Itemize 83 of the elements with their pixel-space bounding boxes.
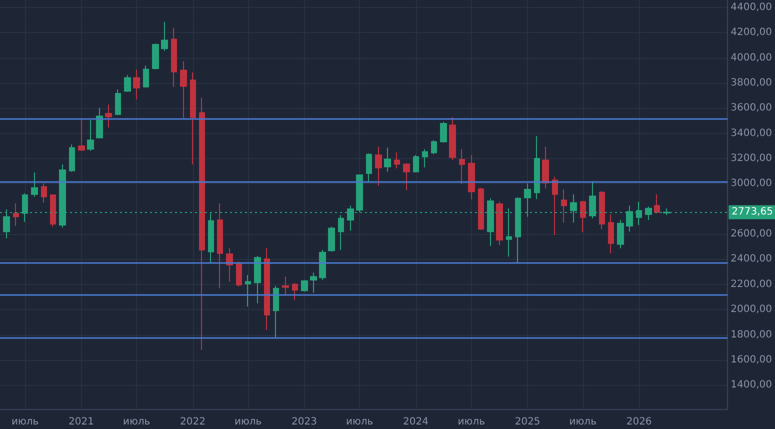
- y-tick-label: 2000,00: [730, 304, 772, 316]
- candlestick: [431, 140, 437, 155]
- candlestick: [87, 120, 94, 152]
- candlestick: [217, 202, 223, 289]
- candlestick: [552, 176, 558, 236]
- candlestick: [478, 187, 484, 231]
- candlestick: [449, 116, 456, 161]
- y-tick-label: 3200,00: [730, 153, 772, 164]
- ref-line-label: 2773,65: [732, 206, 774, 218]
- candlestick: [31, 172, 38, 198]
- candlestick: [310, 272, 317, 294]
- x-tick-label: 2023: [292, 416, 317, 428]
- candlestick: [580, 200, 586, 233]
- candlestick: [319, 249, 326, 281]
- y-tick-label: 4000,00: [730, 52, 772, 64]
- y-tick-label: 1600,00: [730, 354, 772, 366]
- candlestick: [292, 282, 298, 300]
- candlestick: [96, 107, 103, 139]
- candlestick: [245, 274, 251, 308]
- x-tick-label: 2026: [626, 416, 652, 428]
- candlestick: [264, 248, 270, 330]
- candlestick: [171, 27, 177, 88]
- candlestick: [282, 276, 289, 296]
- candlestick: [366, 152, 372, 182]
- candlestick: [133, 68, 140, 100]
- candlestick: [496, 201, 503, 246]
- candlestick: [608, 214, 614, 254]
- x-tick-label: июль: [346, 416, 374, 428]
- candlestick: [190, 72, 196, 165]
- y-tick-label: 3600,00: [730, 102, 772, 114]
- y-tick-label: 4200,00: [730, 27, 772, 38]
- candlestick: [152, 43, 159, 70]
- y-tick-label: 2600,00: [730, 228, 772, 240]
- y-tick-label: 3000,00: [730, 178, 772, 190]
- candlestick: [50, 194, 56, 228]
- candlestick: [468, 154, 475, 200]
- candlestick: [654, 194, 660, 214]
- candlestick: [375, 146, 382, 186]
- candlestick: [301, 280, 308, 292]
- candlestick: [41, 182, 47, 204]
- candlestick: [542, 146, 549, 189]
- x-tick-label: июль: [122, 416, 150, 428]
- x-tick-label: 2024: [403, 416, 428, 428]
- candlestick: [599, 190, 605, 230]
- y-tick-label: 2400,00: [730, 254, 772, 265]
- candlestick: [254, 255, 261, 304]
- y-tick-label: 3400,00: [730, 128, 772, 139]
- x-tick-label: 2021: [68, 416, 94, 428]
- candlestick: [617, 219, 624, 249]
- candlestick: [199, 97, 205, 350]
- y-tick-label: 1400,00: [730, 380, 772, 391]
- candlestick: [69, 144, 75, 172]
- y-tick-label: 4400,00: [730, 2, 772, 14]
- candlestick: [384, 147, 391, 172]
- candlestick: [78, 118, 85, 152]
- candlestick: [440, 121, 447, 143]
- candlestick: [394, 152, 400, 169]
- candlestick: [236, 261, 242, 288]
- y-tick-label: 2200,00: [730, 278, 772, 290]
- candlestick: [180, 60, 187, 118]
- candlestick: [403, 162, 410, 191]
- x-tick-label: июль: [458, 416, 486, 428]
- candlestick: [115, 88, 121, 116]
- candlestick: [273, 285, 279, 338]
- candlestick: [534, 136, 540, 200]
- candlestick: [561, 188, 567, 224]
- candlestick: [105, 104, 112, 128]
- x-tick-label: июль: [234, 416, 262, 428]
- candlestick: [338, 214, 344, 250]
- y-tick-label: 1800,00: [730, 329, 772, 340]
- x-tick-label: июль: [569, 416, 597, 428]
- x-tick-label: 2025: [514, 416, 540, 428]
- candlestick: [161, 21, 168, 52]
- x-tick-label: 2022: [180, 416, 206, 428]
- candlestick: [459, 148, 465, 185]
- candlestick: [413, 154, 419, 173]
- candlestick: [422, 148, 428, 168]
- x-tick-label: июль: [11, 416, 39, 428]
- candlestick: [328, 226, 335, 252]
- candlestick: [13, 202, 19, 227]
- y-tick-label: 3800,00: [730, 78, 772, 89]
- candlestick: [124, 74, 131, 92]
- candlestick: [143, 65, 149, 88]
